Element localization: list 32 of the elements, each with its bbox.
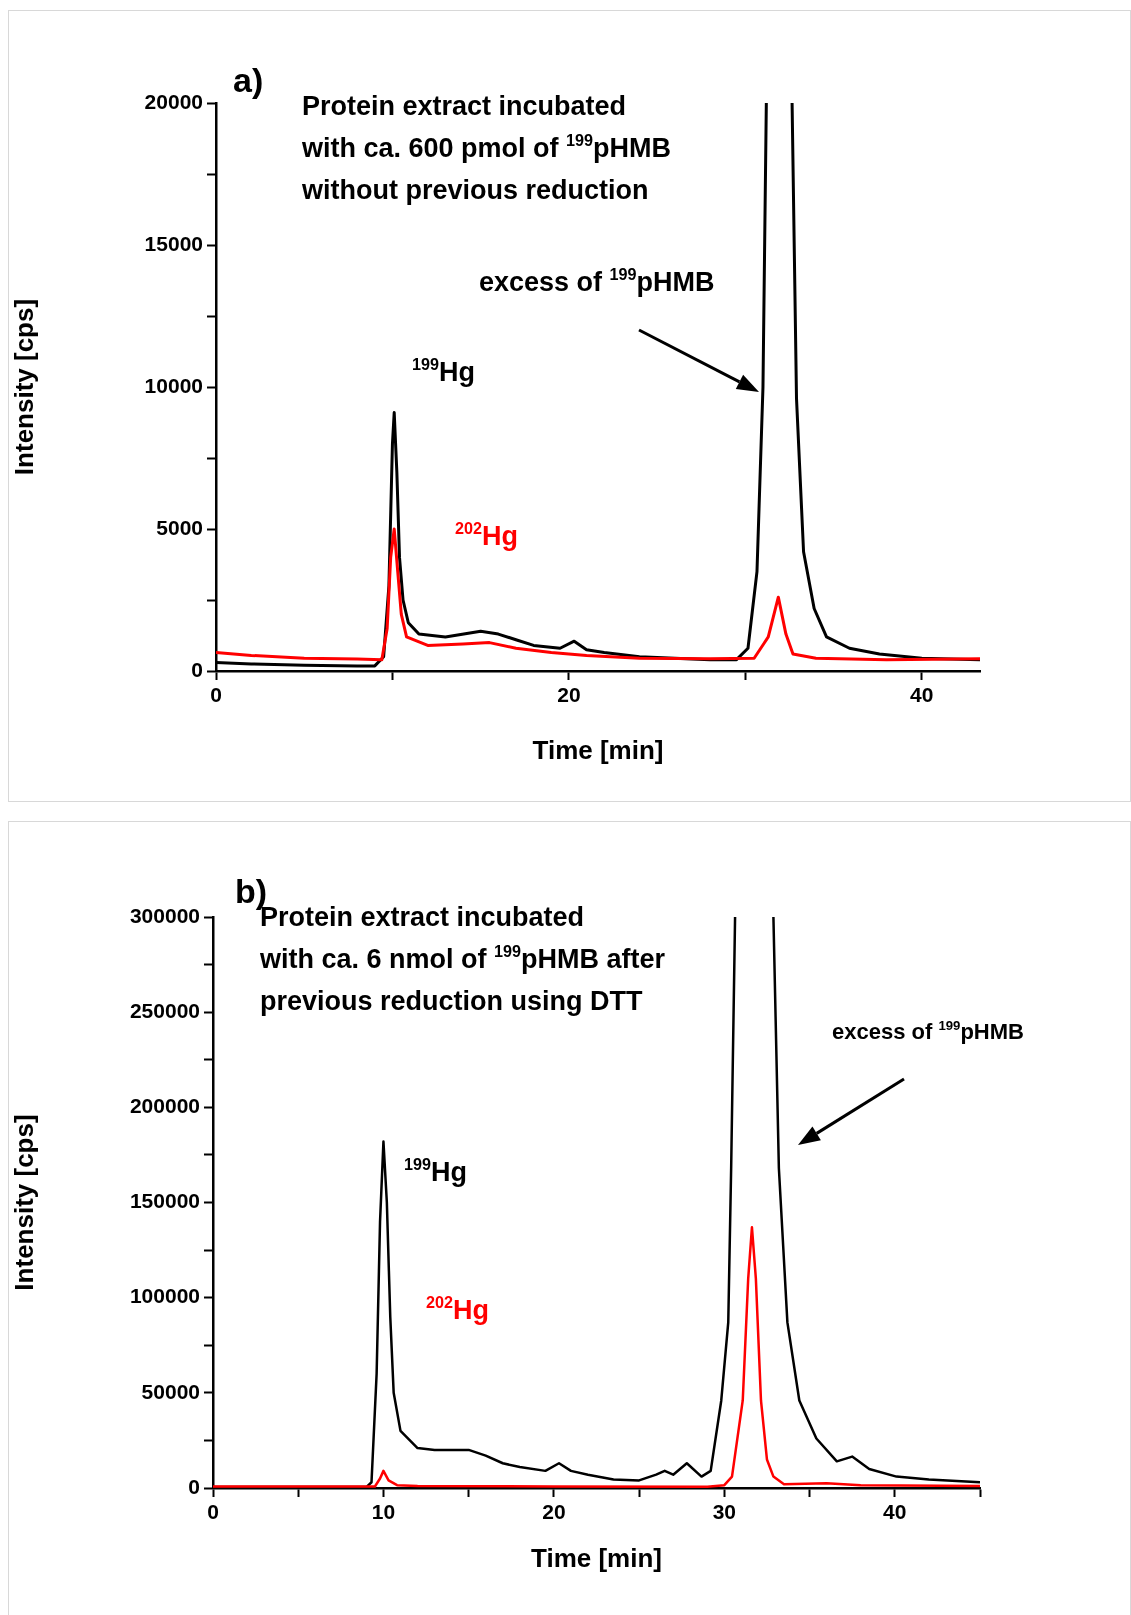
x-axis-title: Time [min] <box>531 1542 662 1573</box>
x-tick-label: 40 <box>910 683 934 707</box>
y-tick-label: 0 <box>188 1474 200 1498</box>
annotation: excess of $^{199}$pHMB <box>832 1016 1024 1046</box>
x-tick-label: 40 <box>883 1500 907 1524</box>
x-tick-label: 30 <box>712 1500 737 1524</box>
y-tick-label: 150000 <box>129 1189 200 1213</box>
y-tick-label: 20000 <box>144 89 203 113</box>
text: $^{202}$Hg <box>426 1291 490 1327</box>
y-axis-title: Intensity [cps] <box>8 1114 39 1291</box>
y-tick-label: 0 <box>191 657 203 681</box>
x-tick-label: 0 <box>207 1500 219 1524</box>
y-tick-label: 200000 <box>129 1094 200 1118</box>
x-tick-label: 0 <box>210 683 222 707</box>
x-tick-label: 20 <box>542 1500 566 1524</box>
y-tick-label: 15000 <box>144 231 203 255</box>
text: $^{202}$Hg <box>455 517 519 553</box>
y-tick-label: 300000 <box>129 903 200 927</box>
annotation: excess of $^{199}$pHMB <box>479 263 715 299</box>
y-tick-label: 50000 <box>141 1379 200 1403</box>
x-axis-title: Time [min] <box>532 734 664 765</box>
annotation: Protein extract incubated with ca. 600 pmol of $^{199}$pHMB without previous reduction <box>302 90 672 207</box>
x-tick-label: 10 <box>371 1500 396 1524</box>
series-label: $^{199}$Hg <box>412 353 476 389</box>
chart-title: a) <box>233 60 264 101</box>
y-tick-label: 5000 <box>156 515 203 539</box>
y-tick-label: 10000 <box>144 373 203 397</box>
y-tick-label: 250000 <box>129 998 200 1022</box>
series-label: $^{199}$Hg <box>404 1153 468 1189</box>
y-axis-title: Intensity [cps] <box>8 298 39 476</box>
y-tick-label: 100000 <box>129 1284 200 1308</box>
x-tick-label: 20 <box>557 683 581 707</box>
